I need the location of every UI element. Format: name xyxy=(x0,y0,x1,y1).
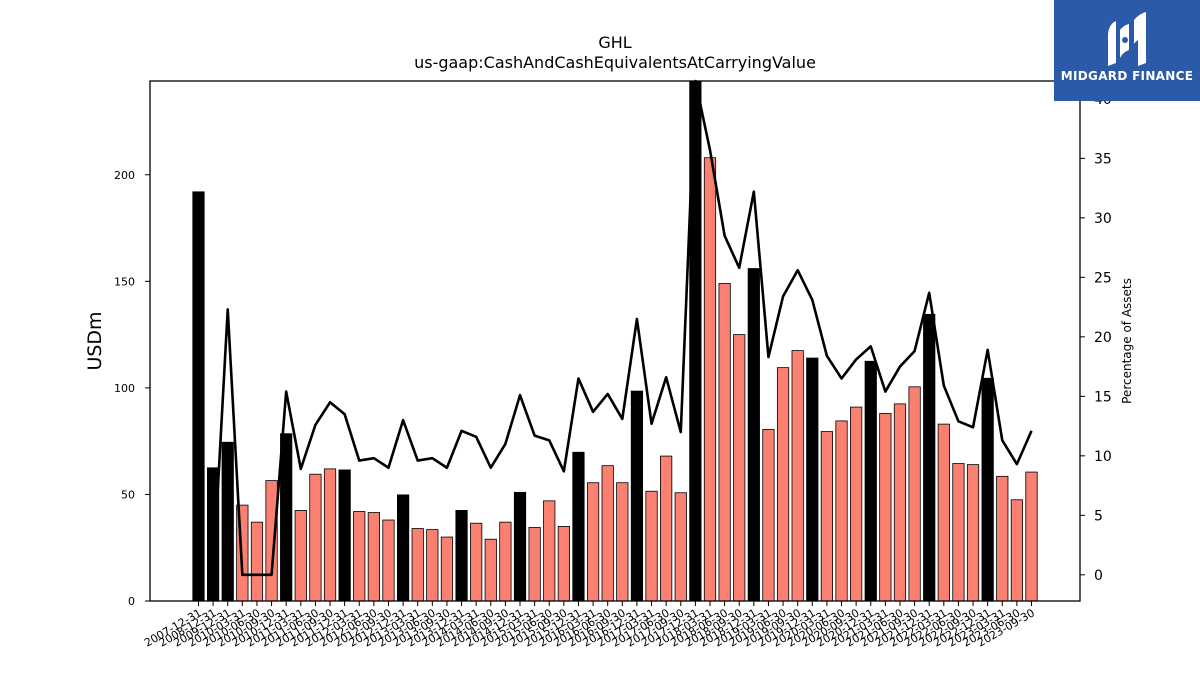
bar xyxy=(192,191,205,602)
y-tick-label: 100 xyxy=(114,382,135,395)
bar xyxy=(367,512,380,602)
y2-tick-label: 10 xyxy=(1094,449,1112,465)
bar xyxy=(820,431,834,602)
chart-title: GHL xyxy=(598,33,631,52)
bar xyxy=(528,527,541,602)
y-tick-label: 200 xyxy=(114,169,135,182)
bar xyxy=(747,268,760,602)
bar xyxy=(470,522,483,602)
bar xyxy=(221,441,234,602)
bar xyxy=(996,475,1009,602)
bar xyxy=(323,468,337,602)
bar xyxy=(981,377,994,602)
x-ticks: 2007-12-312008-12-312009-12-312010-03-31… xyxy=(142,601,1037,650)
bar-series xyxy=(192,80,1038,602)
bar xyxy=(776,367,790,602)
bar xyxy=(440,536,454,602)
bar xyxy=(309,473,322,602)
bar xyxy=(806,357,819,602)
bar xyxy=(513,491,527,602)
bar xyxy=(791,350,804,602)
bar xyxy=(484,538,497,602)
y-tick-label: 50 xyxy=(121,488,135,501)
bar xyxy=(703,157,717,602)
bar xyxy=(543,500,556,602)
bar xyxy=(250,521,264,602)
bar xyxy=(426,529,439,602)
bar xyxy=(572,451,585,602)
bar xyxy=(630,390,644,602)
bar xyxy=(966,464,980,602)
bar xyxy=(660,455,673,602)
bar xyxy=(601,465,614,602)
bar xyxy=(557,526,570,602)
bar xyxy=(382,519,395,602)
logo-text: MIDGARD FINANCE xyxy=(1060,69,1194,83)
bar xyxy=(353,511,366,602)
y-tick-label: 150 xyxy=(114,275,135,288)
bar xyxy=(294,510,307,602)
bar xyxy=(893,403,907,602)
bar xyxy=(733,334,746,602)
y2-axis-label: Percentage of Assets xyxy=(1120,278,1134,404)
bar xyxy=(338,469,351,602)
bar xyxy=(645,490,658,602)
bar xyxy=(411,528,424,602)
bar xyxy=(850,406,863,602)
bar xyxy=(586,482,600,602)
bar xyxy=(762,429,775,602)
chart-subtitle: us-gaap:CashAndCashEquivalentsAtCarrying… xyxy=(414,53,816,72)
y-tick-label: 0 xyxy=(128,595,135,608)
bar xyxy=(879,413,892,602)
plot-frame xyxy=(149,80,1081,602)
bar xyxy=(499,521,512,602)
bar xyxy=(864,360,877,602)
y-axis-label: USDm xyxy=(84,311,106,370)
bar xyxy=(396,494,410,602)
bar xyxy=(952,463,965,602)
bar xyxy=(937,423,950,602)
bar xyxy=(616,482,629,602)
y2-tick-label: 5 xyxy=(1094,508,1103,524)
logo: MIDGARD FINANCE xyxy=(1054,0,1200,101)
bar xyxy=(908,386,921,602)
y2-tick-label: 15 xyxy=(1094,389,1112,405)
bar xyxy=(923,313,936,602)
y2-tick-label: 0 xyxy=(1094,568,1103,584)
midgard-finance-logo-icon xyxy=(1108,12,1146,66)
axes xyxy=(149,80,1081,602)
line-series xyxy=(211,79,1033,577)
bar xyxy=(1010,499,1023,602)
bar xyxy=(674,492,687,602)
percentage-line xyxy=(211,79,1033,577)
bar xyxy=(455,510,468,602)
y2-ticks: 0510152025303540 xyxy=(1080,92,1112,584)
y2-tick-label: 25 xyxy=(1094,270,1112,286)
y-ticks: 0 50 100 150 200 xyxy=(114,169,150,608)
y2-tick-label: 35 xyxy=(1094,151,1112,167)
bar xyxy=(718,283,731,602)
y2-tick-label: 20 xyxy=(1094,330,1112,346)
bar xyxy=(280,433,293,602)
y2-tick-label: 30 xyxy=(1094,211,1112,227)
bar xyxy=(1025,471,1038,602)
bar xyxy=(835,420,848,602)
